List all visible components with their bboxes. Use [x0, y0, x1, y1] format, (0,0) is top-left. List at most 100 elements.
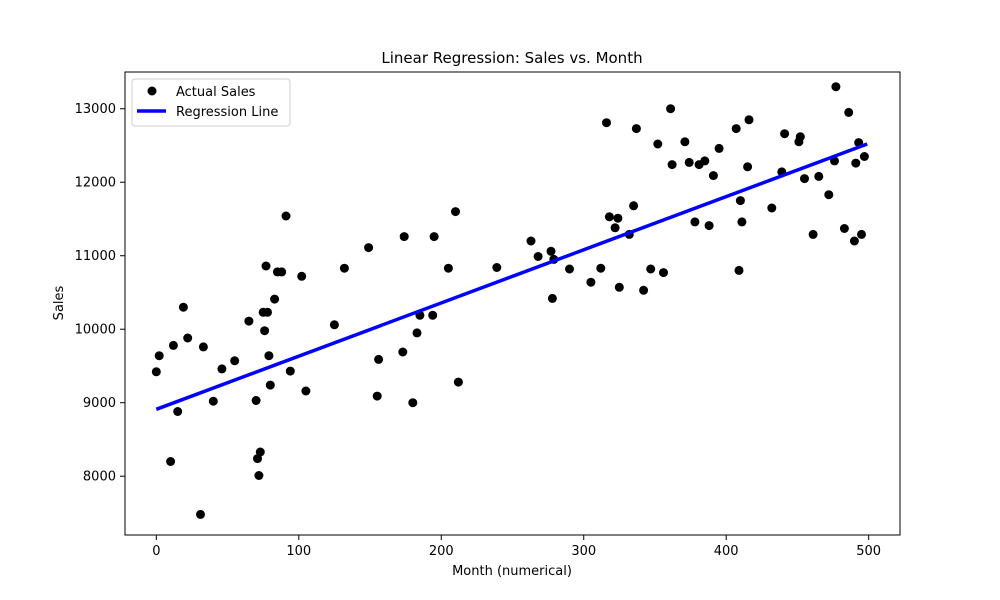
data-point [743, 162, 753, 172]
data-point [372, 391, 382, 401]
data-point [173, 407, 183, 416]
data-point [734, 265, 744, 275]
data-point [613, 213, 623, 223]
x-axis-label: Month (numerical) [452, 564, 572, 579]
data-point [684, 157, 694, 167]
data-point [680, 137, 690, 147]
data-point [731, 124, 741, 134]
data-point [398, 347, 408, 357]
data-point [451, 207, 460, 217]
data-point [297, 271, 307, 281]
legend-label-actual-sales: Actual Sales [176, 85, 256, 100]
data-point [839, 224, 849, 233]
data-point [399, 232, 409, 242]
data-point [217, 364, 227, 374]
data-point [208, 396, 218, 406]
data-point [565, 264, 574, 274]
data-point [270, 294, 280, 304]
data-point [690, 217, 700, 227]
data-point [767, 203, 777, 213]
legend-marker-actual-sales [147, 86, 157, 96]
data-point [646, 264, 656, 274]
y-tick-label: 9000 [83, 396, 116, 411]
legend: Actual Sales Regression Line [131, 78, 291, 127]
data-point [849, 236, 859, 246]
data-point [526, 236, 536, 246]
data-point [168, 340, 178, 350]
data-point [408, 398, 418, 408]
data-point [744, 115, 754, 125]
data-point [261, 261, 271, 271]
regression-line [155, 142, 868, 411]
data-point [374, 354, 384, 364]
data-point [154, 351, 164, 361]
data-point [629, 201, 639, 211]
data-point [604, 212, 614, 222]
data-point [339, 263, 349, 273]
data-point [735, 196, 745, 206]
y-tick-label: 8000 [83, 470, 116, 485]
chart-title: Linear Regression: Sales vs. Month [381, 49, 642, 67]
data-point [639, 285, 649, 295]
y-tick-label: 10000 [75, 323, 116, 338]
data-point [196, 509, 205, 519]
x-tick-label: 500 [856, 544, 881, 559]
data-point [659, 268, 668, 278]
data-point [265, 380, 275, 390]
data-point [412, 328, 422, 338]
data-point [844, 107, 854, 117]
data-point [281, 211, 291, 221]
data-point [795, 132, 805, 142]
data-point [824, 190, 834, 200]
data-point [263, 307, 272, 317]
data-point [230, 356, 240, 366]
data-point [260, 326, 270, 336]
data-point [708, 171, 718, 181]
data-point [301, 386, 311, 396]
data-point [614, 282, 624, 292]
data-point [704, 221, 714, 231]
data-point [198, 342, 208, 352]
data-point [780, 129, 790, 139]
plot-area [151, 82, 869, 519]
data-point [667, 160, 677, 170]
y-tick-label: 11000 [75, 249, 116, 264]
legend-box [131, 78, 291, 127]
data-point [178, 302, 188, 312]
data-point [586, 277, 596, 287]
data-point [285, 366, 295, 376]
data-point [277, 267, 287, 277]
plot-frame [124, 71, 901, 536]
x-tick-label: 0 [152, 544, 160, 559]
data-point [546, 246, 556, 256]
data-point [428, 310, 438, 320]
data-point [251, 396, 261, 405]
data-point [700, 156, 710, 166]
data-point [737, 217, 747, 227]
data-point [244, 316, 254, 326]
legend-label-regression-line: Regression Line [176, 105, 278, 120]
data-point [800, 174, 809, 184]
data-point [255, 447, 265, 457]
data-point [429, 232, 439, 242]
data-point [602, 118, 611, 128]
x-tick-label: 200 [429, 544, 454, 559]
data-point [808, 229, 818, 239]
x-tick-label: 400 [714, 544, 739, 559]
data-point [254, 471, 264, 480]
data-point [714, 143, 724, 153]
y-axis-label: Sales [52, 285, 67, 320]
y-axis: 8000 9000 10000 11000 12000 13000 [75, 102, 125, 485]
data-point [264, 351, 274, 361]
data-point [151, 367, 161, 377]
data-point [666, 104, 676, 114]
data-point [166, 457, 176, 466]
data-point [183, 333, 193, 343]
data-point [329, 320, 339, 330]
data-point [631, 124, 641, 134]
x-axis: 0 100 200 300 400 500 [152, 535, 881, 559]
data-point [814, 171, 824, 181]
data-point [547, 293, 557, 303]
data-point [610, 223, 620, 233]
